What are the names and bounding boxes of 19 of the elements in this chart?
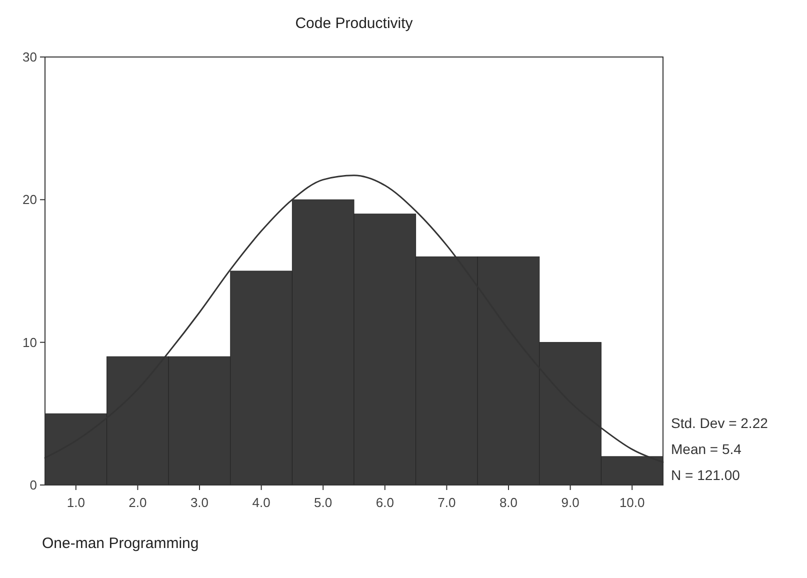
text: Mean = 5.4 <box>671 441 742 457</box>
text: N = 121.00 <box>671 467 740 483</box>
y-tick-label: 20 <box>22 192 37 208</box>
x-tick-label: 4.0 <box>252 495 270 510</box>
x-tick-label: 9.0 <box>561 495 580 510</box>
x-tick-label: 5.0 <box>314 495 332 510</box>
x-tick-label: 10.0 <box>619 495 645 510</box>
x-tick-label: 1.0 <box>66 495 85 510</box>
y-tick-label: 0 <box>30 478 37 493</box>
y-tick-label: 10 <box>22 334 37 350</box>
x-tick-label: 6.0 <box>376 495 394 510</box>
text: One-man Programming <box>42 535 199 552</box>
chart-title: Code Productivity <box>295 15 414 32</box>
text: Std. Dev = 2.22 <box>671 415 768 431</box>
x-tick-label: 8.0 <box>499 495 518 510</box>
x-tick-label: 3.0 <box>190 495 209 510</box>
x-tick-label: 2.0 <box>128 495 147 510</box>
y-tick-label: 30 <box>22 50 37 65</box>
x-tick-label: 7.0 <box>438 495 456 510</box>
